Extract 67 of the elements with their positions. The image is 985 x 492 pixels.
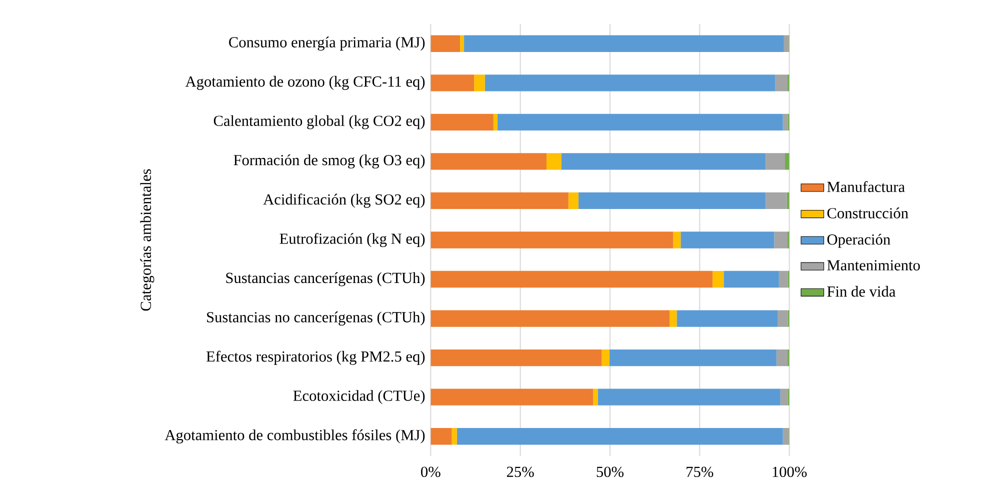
bar [430,270,713,288]
bar [724,270,779,288]
bar [430,349,602,366]
bar [782,114,788,131]
bar [430,232,674,248]
bar [493,114,498,131]
bar [561,153,766,170]
y-tick-label: Formación de smog (kg O3 eq) [234,154,425,168]
bar [430,310,670,327]
y-axis-title: Categorías ambientales [140,169,154,311]
x-tick-label: 25% [506,466,534,478]
bar [452,428,457,445]
bar [680,232,774,248]
bar [430,114,494,131]
bar [712,270,724,288]
bar [670,310,677,327]
bar [780,388,788,406]
bar [430,35,460,52]
bar [785,153,790,170]
bar [778,270,788,288]
bar [546,153,562,170]
bar [578,192,766,210]
x-tick-label: 0% [421,466,440,478]
y-tick-label: Consumo energía primaria (MJ) [229,36,425,51]
y-tick-label: Eutrofización (kg N eq) [280,232,425,248]
y-tick-label: Calentamiento global (kg CO2 eq) [214,115,425,130]
x-tick-label: 75% [686,466,714,478]
bar [474,74,485,92]
bar [774,232,788,248]
x-tick-label: 100% [772,466,807,478]
y-tick-label: Efectos respiratorios (kg PM2.5 eq) [206,350,425,365]
y-tick-label: Ecotoxicidad (CTUe) [293,390,425,404]
bar [775,74,788,92]
bar [776,349,788,366]
y-tick-label: Sustancias cancerígenas (CTUh) [226,272,425,286]
bar [673,232,681,248]
y-tick-label: Sustancias no cancerígenas (CTUh) [207,312,425,326]
legend-label: Mantenimiento [827,260,920,270]
bar [676,310,778,327]
legend-label: Manufactura [827,181,905,192]
bar [430,74,474,92]
bar [784,35,789,52]
bar [766,153,786,170]
y-tick-label: Agotamiento de combustibles fósiles (MJ) [164,429,425,444]
bar [782,428,789,445]
x-tick-label: 50% [596,466,624,478]
bar [460,35,464,52]
bar [430,192,568,210]
bar [484,74,776,92]
legend-label: Fin de vida [827,286,896,297]
bar [497,114,783,131]
bar [609,349,776,366]
legend-label: Operación [827,234,890,248]
bar [464,35,784,52]
y-tick-label: Agotamiento de ozono (kg CFC-11 eq) [185,76,425,90]
bar [568,192,578,210]
legend-label: Construcción [827,208,908,218]
bar [598,388,780,406]
bar [430,428,452,445]
bar [602,349,610,366]
bar [430,153,547,170]
bar [430,388,594,406]
bar [778,310,788,327]
y-tick-label: Acidificación (kg SO2 eq) [263,194,425,208]
bar [593,388,598,406]
bar [766,192,787,210]
bar [456,428,783,445]
